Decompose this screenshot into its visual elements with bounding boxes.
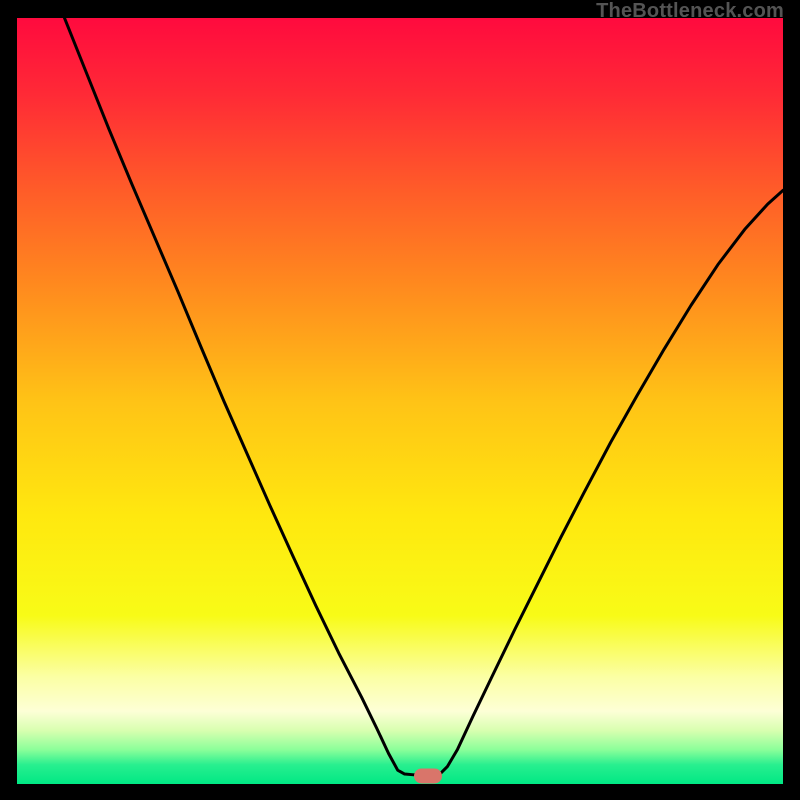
- optimum-marker: [414, 769, 442, 784]
- chart-frame: TheBottleneck.com: [0, 0, 800, 800]
- watermark-text: TheBottleneck.com: [596, 0, 784, 23]
- bottleneck-curve: [17, 18, 783, 784]
- plot-area: [17, 18, 783, 784]
